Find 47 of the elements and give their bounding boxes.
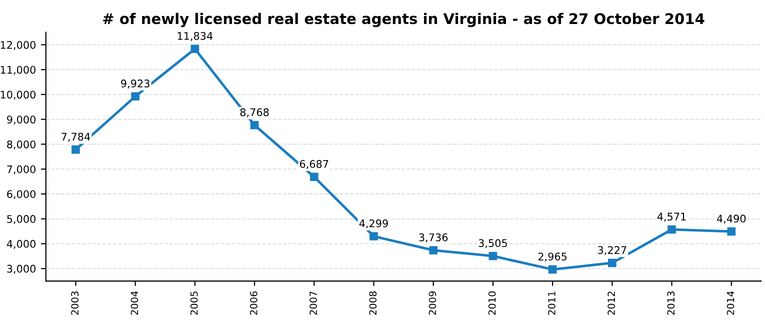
- x-tick-label: 2011: [548, 292, 556, 315]
- y-tick-label: 11,000: [0, 66, 36, 75]
- y-tick-label: 5,000: [7, 215, 36, 224]
- y-tick-label: 8,000: [7, 140, 36, 150]
- chart-title: # of newly licensed real estate agents in Virginia - as of 27 October 2014: [103, 12, 704, 28]
- point: [548, 265, 557, 274]
- x-tick-label: 2009: [428, 291, 436, 315]
- data-label: 11,834: [178, 32, 213, 41]
- x-tick-label: 2003: [71, 292, 79, 315]
- y-tick-label: 3,000: [7, 264, 36, 274]
- y-tick-label: 7,000: [7, 165, 36, 174]
- x-tick-label: 2010: [488, 291, 496, 315]
- data-label: 4,490: [716, 214, 746, 224]
- x-tick-label: 2013: [667, 292, 675, 315]
- point: [370, 232, 378, 240]
- point: [131, 92, 140, 101]
- x-tick-label: 2005: [190, 292, 198, 315]
- point: [250, 120, 259, 130]
- data-label: 4,299: [359, 219, 388, 228]
- point: [488, 252, 498, 260]
- point: [429, 246, 438, 254]
- y-tick-label: 4,000: [6, 240, 36, 249]
- point: [190, 44, 200, 54]
- y-tick-label: 12,000: [0, 40, 36, 50]
- data-label: 8,768: [240, 108, 269, 118]
- x-tick-label: 2012: [608, 292, 615, 315]
- y-tick-label: 6,000: [7, 190, 36, 200]
- data-label: 3,227: [598, 246, 626, 256]
- data-label: 4,571: [657, 212, 686, 222]
- data-label: 9,923: [121, 80, 150, 88]
- data-label: 2,965: [538, 252, 567, 262]
- x-tick-label: 2006: [250, 291, 258, 315]
- data-label: 3,505: [478, 239, 507, 248]
- data-label: 7,784: [62, 132, 90, 142]
- point: [72, 145, 80, 154]
- x-tick-label: 2004: [130, 291, 138, 315]
- y-tick-label: 9,000: [7, 116, 36, 125]
- y-tick-label: 10,000: [0, 90, 36, 100]
- x-tick-label: 2014: [726, 291, 734, 315]
- point: [608, 258, 616, 268]
- point: [310, 172, 318, 182]
- point: [727, 227, 736, 236]
- x-tick-label: 2007: [310, 292, 317, 315]
- point: [668, 225, 676, 234]
- data-label: 6,687: [300, 160, 328, 169]
- data-label: 3,736: [419, 233, 448, 242]
- x-tick-label: 2008: [369, 291, 377, 315]
